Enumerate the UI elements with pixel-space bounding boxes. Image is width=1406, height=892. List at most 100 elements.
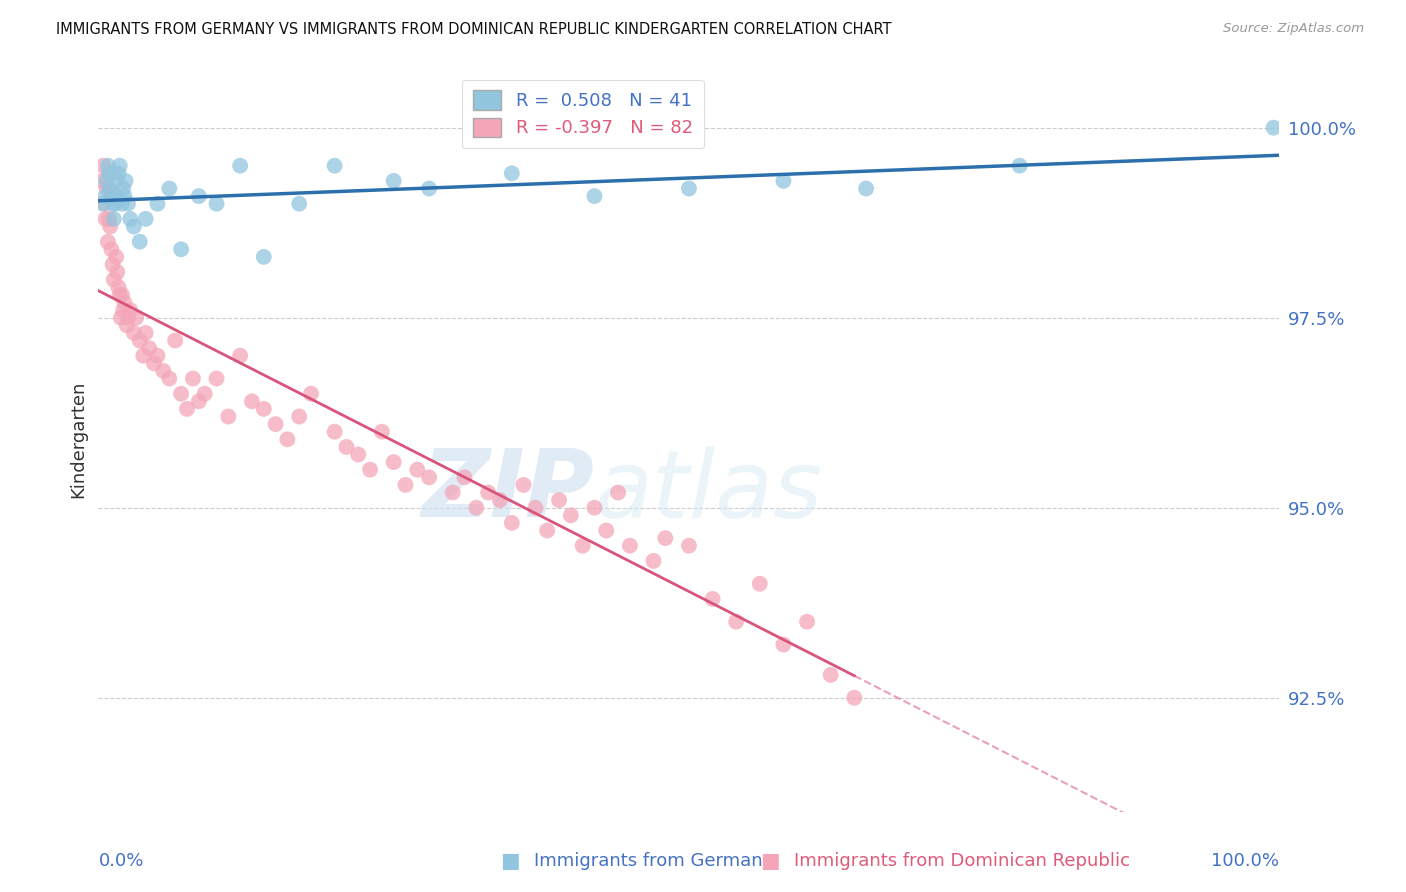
Point <box>152 364 174 378</box>
Point <box>112 189 135 203</box>
Point <box>276 433 298 447</box>
Point <box>108 159 131 173</box>
Point <box>264 417 287 431</box>
Point <box>103 211 125 226</box>
Point <box>122 219 145 234</box>
Y-axis label: Kindergarten: Kindergarten <box>69 381 87 498</box>
Point <box>114 174 136 188</box>
Point <box>501 516 523 530</box>
Point <box>748 576 770 591</box>
Point <box>512 478 534 492</box>
Point <box>170 242 193 256</box>
Text: Immigrants from Germany: Immigrants from Germany <box>534 852 773 870</box>
Point <box>643 554 665 568</box>
Point <box>253 401 276 416</box>
Point <box>98 166 121 180</box>
Point <box>654 531 676 545</box>
Point <box>146 349 169 363</box>
Text: 100.0%: 100.0% <box>1212 852 1279 870</box>
Point <box>97 235 120 249</box>
Point <box>772 638 794 652</box>
Point <box>548 493 571 508</box>
Text: ■: ■ <box>761 851 780 871</box>
Point <box>104 196 127 211</box>
Legend: R =  0.508   N = 41, R = -0.397   N = 82: R = 0.508 N = 41, R = -0.397 N = 82 <box>461 79 704 148</box>
Text: Source: ZipAtlas.com: Source: ZipAtlas.com <box>1223 22 1364 36</box>
Point <box>725 615 748 629</box>
Point <box>105 189 128 203</box>
Point <box>418 470 440 484</box>
Point <box>122 326 145 340</box>
Point <box>112 181 135 195</box>
Point <box>229 159 252 173</box>
Point <box>583 500 606 515</box>
Point <box>299 386 322 401</box>
Point <box>394 478 416 492</box>
Point <box>117 310 139 325</box>
Point <box>441 485 464 500</box>
Point <box>288 409 311 424</box>
Point <box>98 211 121 226</box>
Point <box>128 334 150 348</box>
Point <box>536 524 558 538</box>
Point <box>595 524 617 538</box>
Point <box>125 310 148 325</box>
Point <box>120 303 142 318</box>
Point <box>217 409 239 424</box>
Point <box>1008 159 1031 173</box>
Point <box>135 326 157 340</box>
Point <box>105 265 128 279</box>
Point <box>146 196 169 211</box>
Point <box>176 401 198 416</box>
Point <box>820 668 842 682</box>
Point <box>796 615 818 629</box>
Point <box>501 166 523 180</box>
Point <box>855 181 877 195</box>
Point <box>138 341 160 355</box>
Point <box>702 591 724 606</box>
Point <box>96 174 118 188</box>
Point <box>253 250 276 264</box>
Point <box>132 349 155 363</box>
Point <box>335 440 357 454</box>
Point <box>94 211 117 226</box>
Point <box>229 349 252 363</box>
Point <box>115 318 138 333</box>
Point <box>844 690 866 705</box>
Point <box>111 196 134 211</box>
Point <box>205 371 228 385</box>
Point <box>112 303 135 318</box>
Point <box>107 280 129 294</box>
Point <box>98 181 121 195</box>
Point <box>347 448 370 462</box>
Point <box>91 159 114 173</box>
Point <box>323 159 346 173</box>
Text: ■: ■ <box>501 851 520 871</box>
Point <box>607 485 630 500</box>
Point <box>105 250 128 264</box>
Point <box>108 288 131 302</box>
Point <box>678 181 700 195</box>
Text: atlas: atlas <box>595 446 823 537</box>
Point <box>453 470 475 484</box>
Point <box>406 463 429 477</box>
Point <box>571 539 593 553</box>
Point <box>359 463 381 477</box>
Point <box>772 174 794 188</box>
Point <box>100 189 122 203</box>
Point <box>194 386 217 401</box>
Point <box>560 508 582 523</box>
Point <box>583 189 606 203</box>
Point <box>165 334 187 348</box>
Point <box>142 356 165 370</box>
Point <box>477 485 499 500</box>
Point <box>93 196 115 211</box>
Point <box>135 211 157 226</box>
Point <box>105 174 128 188</box>
Text: IMMIGRANTS FROM GERMANY VS IMMIGRANTS FROM DOMINICAN REPUBLIC KINDERGARTEN CORRE: IMMIGRANTS FROM GERMANY VS IMMIGRANTS FR… <box>56 22 891 37</box>
Point <box>288 196 311 211</box>
Point <box>170 386 193 401</box>
Point <box>157 371 180 385</box>
Point <box>418 181 440 195</box>
Point <box>91 174 114 188</box>
